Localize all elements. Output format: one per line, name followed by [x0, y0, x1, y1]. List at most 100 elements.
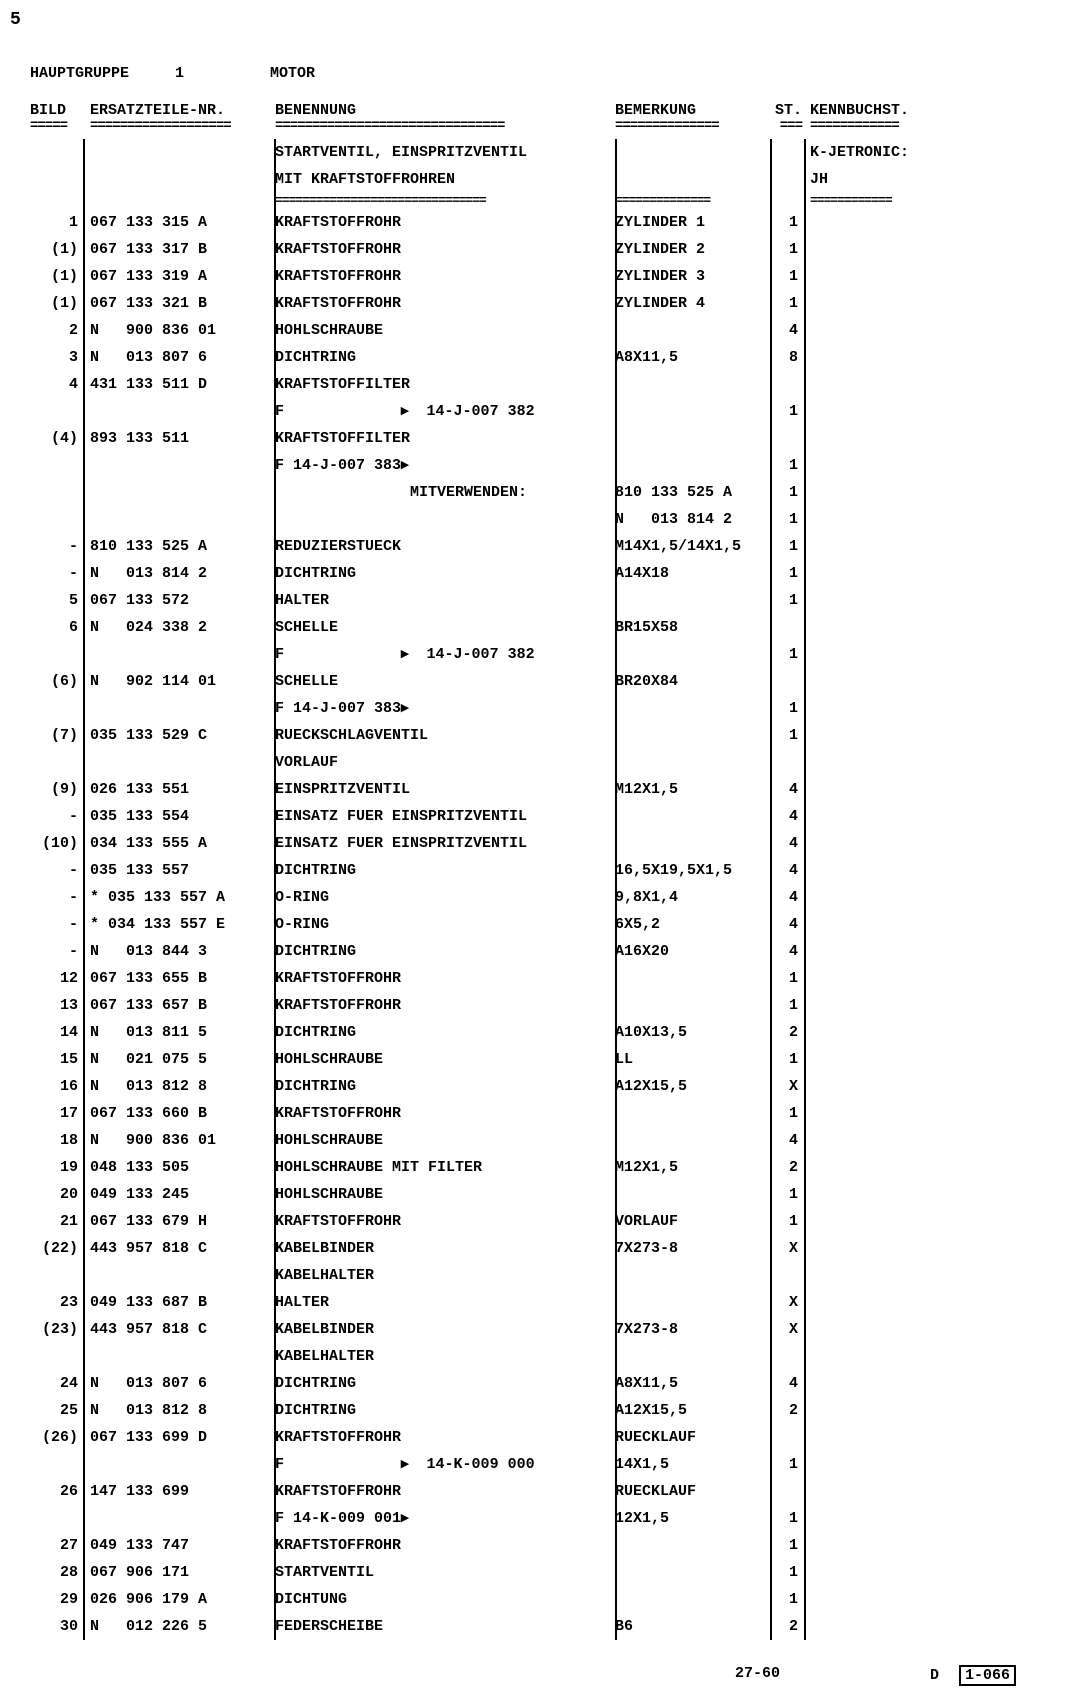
- cell-bild: 6: [30, 614, 90, 641]
- cell-bemerkung: 7X273-8: [615, 1316, 770, 1343]
- cell-bemerkung: [615, 1559, 770, 1586]
- table-row: 25N 013 812 8DICHTRINGA12X15,52: [30, 1397, 1046, 1424]
- cell-bemerkung: [615, 1100, 770, 1127]
- cell-bemerkung: [615, 803, 770, 830]
- table-row: F 14-K-009 001▸12X1,51: [30, 1505, 1046, 1532]
- cell-bemerkung: [615, 965, 770, 992]
- table-row: (26)067 133 699 DKRAFTSTOFFROHRRUECKLAUF: [30, 1424, 1046, 1451]
- vline-3: [615, 139, 617, 1640]
- cell-ersatz: 443 957 818 C: [90, 1316, 275, 1343]
- cell-bemerkung: [615, 1181, 770, 1208]
- cell-bild: (26): [30, 1424, 90, 1451]
- cell-bemerkung: 810 133 525 A: [615, 479, 770, 506]
- table-row: 24N 013 807 6DICHTRINGA8X11,54: [30, 1370, 1046, 1397]
- cell-benennung: [275, 506, 615, 533]
- cell-bemerkung: A14X18: [615, 560, 770, 587]
- section-line2: MIT KRAFTSTOFFROHREN: [275, 166, 615, 193]
- cell-bild: [30, 1451, 90, 1478]
- cell-bild: 24: [30, 1370, 90, 1397]
- table-row: (1)067 133 319 AKRAFTSTOFFROHRZYLINDER 3…: [30, 263, 1046, 290]
- table-row: 23049 133 687 BHALTERX: [30, 1289, 1046, 1316]
- cell-bemerkung: ZYLINDER 1: [615, 209, 770, 236]
- cell-bemerkung: BR20X84: [615, 668, 770, 695]
- cell-benennung: DICHTRING: [275, 938, 615, 965]
- table-row: 21067 133 679 HKRAFTSTOFFROHRVORLAUF1: [30, 1208, 1046, 1235]
- cell-bemerkung: N 013 814 2: [615, 506, 770, 533]
- table-row: MITVERWENDEN:810 133 525 A1: [30, 479, 1046, 506]
- table-row: -N 013 844 3DICHTRINGA16X204: [30, 938, 1046, 965]
- cell-benennung: F ▸ 14-J-007 382: [275, 398, 615, 425]
- cell-ersatz: 035 133 554: [90, 803, 275, 830]
- hauptgruppe-label: HAUPTGRUPPE: [30, 65, 175, 82]
- cell-bemerkung: [615, 830, 770, 857]
- cell-ersatz: 067 133 317 B: [90, 236, 275, 263]
- cell-bemerkung: ZYLINDER 4: [615, 290, 770, 317]
- table-row: 3N 013 807 6DICHTRINGA8X11,58: [30, 344, 1046, 371]
- table-row: F ▸ 14-K-009 00014X1,51: [30, 1451, 1046, 1478]
- cell-bemerkung: [615, 1532, 770, 1559]
- cell-ersatz: 067 133 657 B: [90, 992, 275, 1019]
- col-bemerkung: BEMERKUNG: [615, 102, 770, 119]
- table-row: -810 133 525 AREDUZIERSTUECKM14X1,5/14X1…: [30, 533, 1046, 560]
- cell-bild: 2: [30, 317, 90, 344]
- cell-ersatz: N 900 836 01: [90, 317, 275, 344]
- cell-ersatz: [90, 749, 275, 776]
- table-row: -035 133 557DICHTRING16,5X19,5X1,54: [30, 857, 1046, 884]
- footer: 27-60 D 1-066: [30, 1665, 1046, 1686]
- cell-bemerkung: 14X1,5: [615, 1451, 770, 1478]
- cell-ersatz: 067 133 315 A: [90, 209, 275, 236]
- cell-benennung: HALTER: [275, 1289, 615, 1316]
- section-line1: STARTVENTIL, EINSPRITZVENTIL: [275, 139, 615, 166]
- cell-bemerkung: A8X11,5: [615, 344, 770, 371]
- col-ersatz: ERSATZTEILE-NR.: [90, 102, 275, 119]
- cell-ersatz: 035 133 529 C: [90, 722, 275, 749]
- cell-bemerkung: [615, 1127, 770, 1154]
- cell-ersatz: [90, 452, 275, 479]
- cell-bemerkung: RUECKLAUF: [615, 1478, 770, 1505]
- cell-ersatz: 893 133 511: [90, 425, 275, 452]
- table-row: F ▸ 14-J-007 3821: [30, 398, 1046, 425]
- table-body: STARTVENTIL, EINSPRITZVENTIL K-JETRONIC:…: [30, 139, 1046, 1640]
- cell-benennung: HOHLSCHRAUBE: [275, 1181, 615, 1208]
- table-row: 20049 133 245HOHLSCHRAUBE1: [30, 1181, 1046, 1208]
- cell-bild: (4): [30, 425, 90, 452]
- cell-ersatz: N 013 811 5: [90, 1019, 275, 1046]
- cell-ersatz: * 034 133 557 E: [90, 911, 275, 938]
- cell-bild: 16: [30, 1073, 90, 1100]
- cell-bemerkung: 6X5,2: [615, 911, 770, 938]
- table-row: (10)034 133 555 AEINSATZ FUER EINSPRITZV…: [30, 830, 1046, 857]
- cell-bild: 1: [30, 209, 90, 236]
- cell-ersatz: 443 957 818 C: [90, 1235, 275, 1262]
- sub-divider: =============================== ========…: [30, 193, 1046, 209]
- table-row: F 14-J-007 383▸1: [30, 452, 1046, 479]
- cell-benennung: KABELHALTER: [275, 1343, 615, 1370]
- cell-benennung: O-RING: [275, 911, 615, 938]
- cell-benennung: KRAFTSTOFFROHR: [275, 1532, 615, 1559]
- cell-ersatz: N 013 807 6: [90, 1370, 275, 1397]
- cell-bemerkung: 12X1,5: [615, 1505, 770, 1532]
- cell-benennung: DICHTUNG: [275, 1586, 615, 1613]
- cell-bemerkung: [615, 317, 770, 344]
- cell-bemerkung: [615, 1289, 770, 1316]
- table-row: F 14-J-007 383▸1: [30, 695, 1046, 722]
- cell-bemerkung: [615, 398, 770, 425]
- cell-bild: (22): [30, 1235, 90, 1262]
- table-row: -035 133 554EINSATZ FUER EINSPRITZVENTIL…: [30, 803, 1046, 830]
- cell-bild: -: [30, 911, 90, 938]
- table-row: 26147 133 699KRAFTSTOFFROHRRUECKLAUF: [30, 1478, 1046, 1505]
- cell-bemerkung: [615, 587, 770, 614]
- cell-benennung: HOHLSCHRAUBE: [275, 1046, 615, 1073]
- table-row: -* 034 133 557 EO-RING6X5,24: [30, 911, 1046, 938]
- cell-benennung: KRAFTSTOFFROHR: [275, 1478, 615, 1505]
- cell-bild: 18: [30, 1127, 90, 1154]
- cell-ersatz: N 012 226 5: [90, 1613, 275, 1640]
- cell-bild: 15: [30, 1046, 90, 1073]
- cell-ersatz: 026 906 179 A: [90, 1586, 275, 1613]
- cell-bemerkung: A16X20: [615, 938, 770, 965]
- cell-bemerkung: [615, 1343, 770, 1370]
- table-row: 5067 133 572HALTER1: [30, 587, 1046, 614]
- cell-bild: 28: [30, 1559, 90, 1586]
- cell-bemerkung: [615, 1586, 770, 1613]
- cell-benennung: VORLAUF: [275, 749, 615, 776]
- cell-bemerkung: B6: [615, 1613, 770, 1640]
